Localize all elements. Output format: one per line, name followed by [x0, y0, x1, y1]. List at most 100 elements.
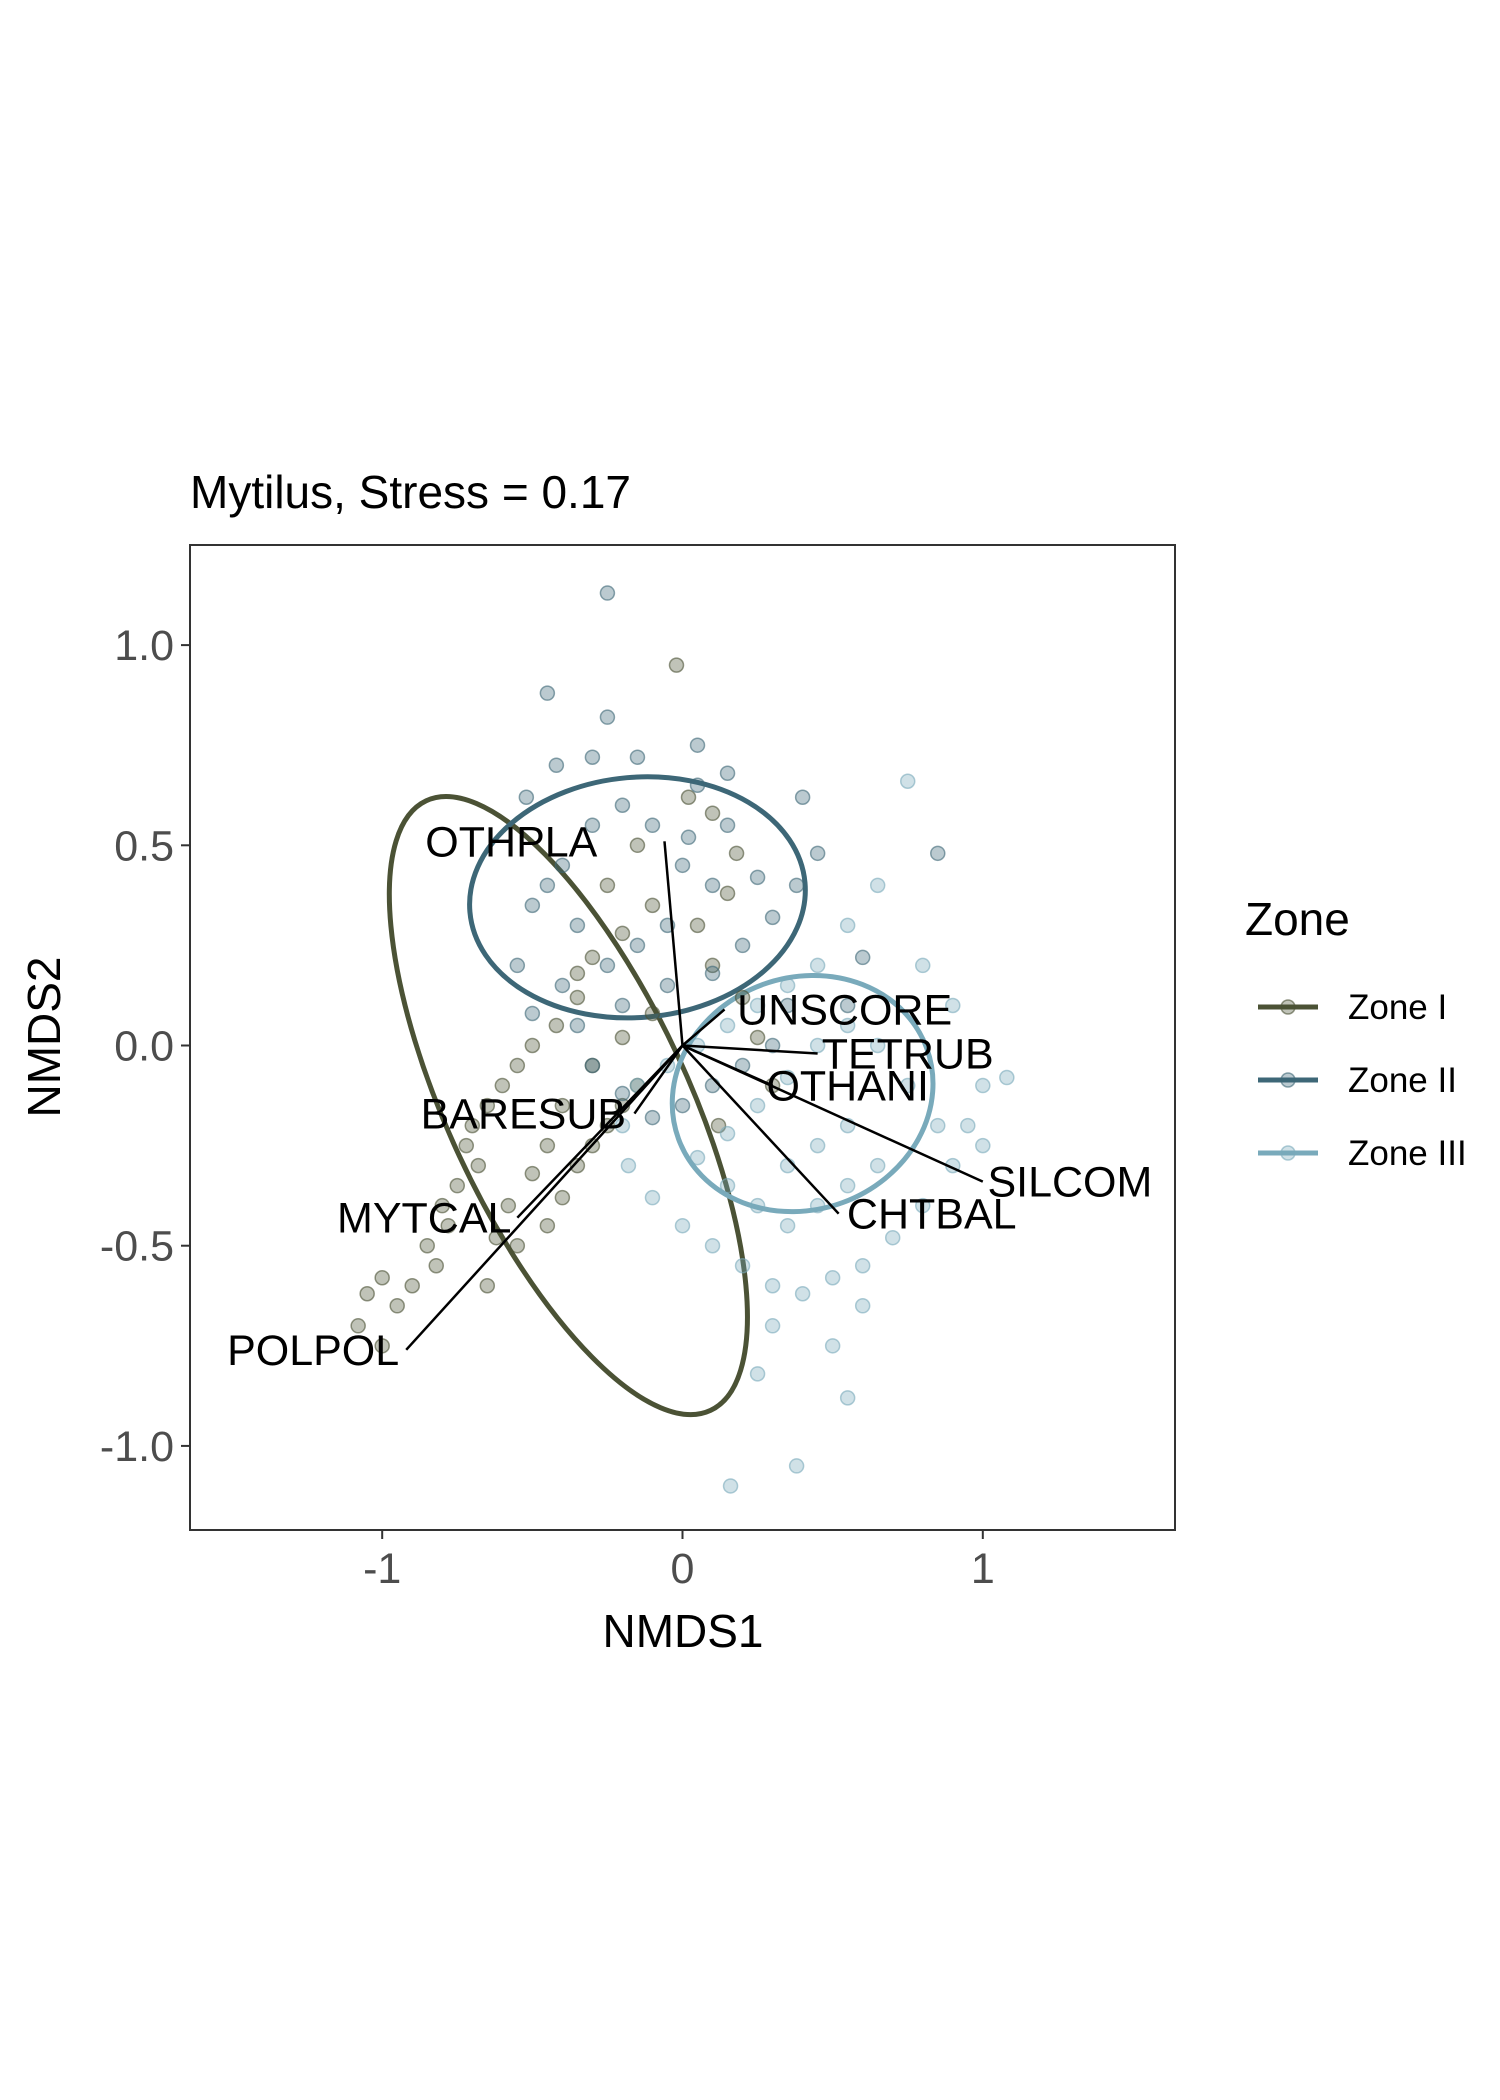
point-series-2: [704, 877, 721, 894]
point-series-3: [930, 1117, 946, 1134]
point-series-3: [839, 917, 856, 934]
point-series-1: [464, 1117, 481, 1134]
point-series-2: [779, 997, 796, 1014]
point-series-3: [764, 1278, 781, 1294]
point-series-1: [548, 1017, 565, 1034]
point-series-2: [599, 585, 616, 601]
point-series-2: [584, 749, 601, 765]
point-series-3: [788, 1458, 805, 1474]
point-series-3: [914, 957, 931, 974]
point-series-3: [960, 1117, 976, 1134]
x-tick-label: 0: [671, 1545, 695, 1593]
y-tick-label: 1.0: [114, 622, 174, 670]
point-series-1: [479, 1097, 496, 1114]
legend-label: Zone I: [1348, 988, 1447, 1027]
point-series-1: [374, 1269, 390, 1286]
point-series-1: [350, 1318, 366, 1334]
point-series-3: [839, 1177, 856, 1194]
point-series-2: [764, 1037, 781, 1054]
point-series-1: [404, 1278, 420, 1294]
y-axis-ticks: -1.0 -0.5 0.0 0.5 1.0: [100, 622, 190, 1471]
point-series-3: [945, 997, 961, 1014]
point-series-2: [509, 957, 526, 974]
point-series-2: [644, 817, 661, 834]
point-series-1: [374, 1338, 390, 1354]
point-series-2: [548, 757, 565, 773]
point-series-1: [689, 917, 706, 934]
point-series-1: [470, 1157, 487, 1174]
point-series-2: [704, 965, 721, 982]
point-series-3: [689, 1149, 706, 1166]
point-series-3: [644, 1189, 661, 1206]
point-series-2: [629, 937, 646, 954]
point-series-3: [869, 1037, 886, 1054]
point-series-2: [734, 937, 751, 954]
point-series-1: [629, 837, 646, 854]
point-series-3: [794, 1286, 811, 1302]
point-series-3: [779, 977, 796, 994]
point-series-2: [839, 997, 856, 1014]
vector-label: CHTBAL: [847, 1191, 1017, 1239]
vector-arrow: [633, 1044, 684, 1115]
y-tick-label: 0.0: [114, 1023, 174, 1071]
legend-label: Zone III: [1348, 1134, 1467, 1173]
point-series-2: [599, 709, 616, 725]
point-series-3: [809, 1197, 826, 1214]
point-series-3: [719, 1017, 736, 1034]
point-series-3: [704, 1237, 721, 1254]
vector-arrow: [663, 841, 684, 1046]
point-series-3: [620, 1157, 637, 1174]
point-series-3: [809, 957, 826, 974]
point-series-2: [569, 1017, 586, 1034]
point-series-1: [509, 1057, 526, 1074]
point-series-1: [584, 949, 601, 966]
point-series-3: [884, 1229, 901, 1246]
vector-arrow: [682, 1044, 818, 1055]
point-series-1: [494, 1077, 511, 1094]
point-series-3: [999, 1069, 1015, 1086]
chart-title: Mytilus, Stress = 0.17: [190, 466, 631, 518]
point-series-3: [824, 1269, 841, 1286]
point-series-3: [809, 1137, 826, 1154]
point-series-2: [764, 909, 781, 926]
species-vectors: [405, 841, 984, 1351]
point-series-1: [509, 1237, 526, 1254]
vector-label: OTHPLA: [425, 818, 597, 866]
point-series-3: [899, 773, 916, 789]
vector-label: SILCOM: [987, 1159, 1152, 1207]
confidence-ellipse-series-3: [669, 972, 936, 1215]
point-series-3: [839, 1017, 856, 1034]
point-series-3: [719, 1125, 736, 1142]
point-series-2: [539, 685, 556, 701]
point-series-3: [975, 1077, 991, 1094]
point-series-2: [674, 857, 691, 874]
y-tick-label: -0.5: [100, 1223, 174, 1271]
vector-arrow: [405, 1044, 684, 1351]
point-series-2: [569, 917, 586, 934]
vector-arrow: [681, 1008, 726, 1047]
legend-title: Zone: [1245, 893, 1350, 945]
point-series-2: [554, 857, 571, 874]
point-series-1: [434, 1197, 451, 1214]
point-series-2: [719, 765, 736, 781]
point-series-1: [644, 897, 661, 914]
point-series-1: [554, 1189, 571, 1206]
vector-label: TETRUB: [822, 1031, 994, 1079]
point-series-1: [569, 989, 586, 1006]
point-series-3: [869, 877, 886, 894]
legend-key-point: [1280, 1145, 1296, 1161]
point-series-1: [734, 989, 751, 1006]
point-series-1: [668, 657, 685, 673]
point-series-2: [644, 1109, 661, 1126]
point-series-1: [728, 845, 745, 862]
point-series-2: [680, 829, 697, 846]
point-series-1: [419, 1237, 435, 1254]
point-series-2: [524, 897, 541, 914]
point-series-2: [584, 1057, 601, 1074]
vector-label: UNSCORE: [737, 986, 952, 1034]
point-series-2: [809, 845, 826, 862]
point-series-2: [524, 1005, 541, 1022]
point-series-2: [794, 789, 811, 806]
